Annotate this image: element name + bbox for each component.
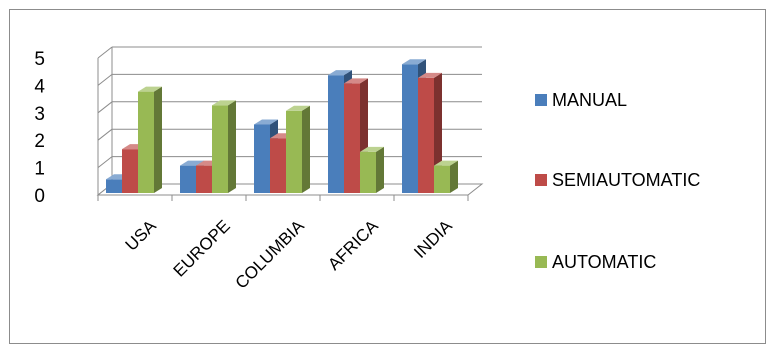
legend-label: SEMIAUTOMATIC xyxy=(552,170,700,190)
y-tick-label: 3 xyxy=(34,104,45,125)
bars xyxy=(106,59,458,193)
y-tick-label: 5 xyxy=(34,49,45,70)
x-tick-label: USA xyxy=(122,216,161,255)
legend: MANUAL SEMIAUTOMATIC AUTOMATIC xyxy=(535,90,700,272)
bar xyxy=(418,72,442,193)
bar xyxy=(360,146,384,193)
gridline-edge xyxy=(97,101,113,114)
x-tick-label: INDIA xyxy=(410,216,456,262)
y-tick-label: 4 xyxy=(34,76,45,97)
legend-swatch xyxy=(535,256,547,268)
bar xyxy=(212,100,236,193)
y-tick-label: 0 xyxy=(34,186,45,207)
gridline-edge xyxy=(97,156,113,168)
x-tick-label: AFRICA xyxy=(324,216,382,274)
legend-label: MANUAL xyxy=(552,90,627,110)
y-axis-ticks: 0 1 2 3 4 5 xyxy=(34,49,45,207)
y-tick-label: 2 xyxy=(34,131,45,152)
x-tick-label: COLUMBIA xyxy=(232,216,309,293)
y-tick-label: 1 xyxy=(34,159,45,180)
gridline-edge xyxy=(97,46,113,59)
x-tick-label: EUROPE xyxy=(170,216,234,280)
legend-swatch xyxy=(535,94,547,106)
bar xyxy=(286,105,310,193)
legend-swatch xyxy=(535,174,547,186)
bar xyxy=(138,86,162,193)
gridline-edge xyxy=(97,74,113,86)
bar xyxy=(434,160,458,193)
legend-label: AUTOMATIC xyxy=(552,252,656,272)
gridline-edge xyxy=(97,128,113,141)
